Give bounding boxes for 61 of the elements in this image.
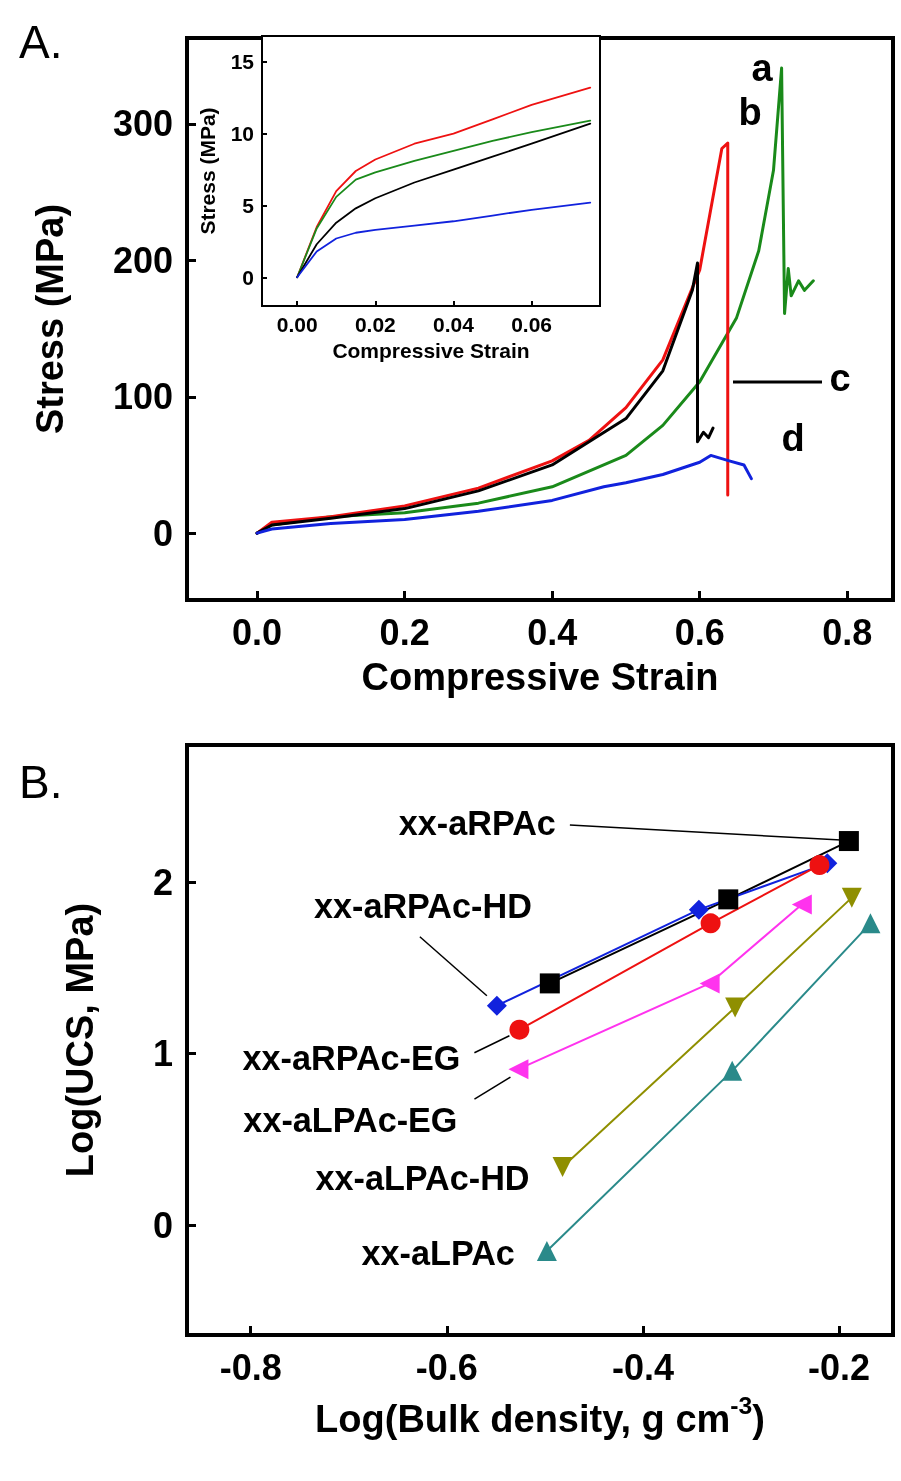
x-tick-label: 0.6 <box>674 611 725 653</box>
point <box>718 889 739 910</box>
annotation: xx-aRPAc-HD <box>314 886 532 925</box>
x-tick-label: -0.6 <box>415 1346 478 1388</box>
y-tick-label: 200 <box>112 239 173 281</box>
chart-title: A. <box>19 16 63 68</box>
y-tick-label: 300 <box>112 103 173 145</box>
point <box>725 997 746 1018</box>
x-tick-label: -0.2 <box>808 1346 871 1388</box>
y-tick-label: 0 <box>242 265 254 289</box>
y-tick-label: 1 <box>152 1033 173 1075</box>
point <box>539 973 560 994</box>
x-tick-label: -0.8 <box>219 1346 282 1388</box>
point <box>700 913 721 934</box>
x-tick-label: 0.8 <box>822 611 873 653</box>
annotation: xx-aLPAc <box>361 1233 515 1272</box>
x-tick-label: 0.00 <box>276 313 318 336</box>
point <box>508 1059 529 1080</box>
chart-title: B. <box>19 756 63 808</box>
series-label: a <box>751 47 774 89</box>
point <box>791 894 812 915</box>
y-tick-label: 0 <box>152 512 173 554</box>
point <box>536 1240 557 1261</box>
x-tick-label: -0.4 <box>611 1346 674 1388</box>
point <box>486 995 507 1016</box>
series-label: b <box>738 91 762 133</box>
point <box>688 899 709 920</box>
point <box>699 973 720 994</box>
y-tick-label: 2 <box>152 861 173 903</box>
point <box>860 913 881 934</box>
legend-label: c <box>829 357 851 399</box>
x-axis-title: Compressive Strain <box>332 338 530 362</box>
point <box>838 831 859 852</box>
x-tick-label: 0.02 <box>354 313 396 336</box>
point <box>552 1156 573 1177</box>
y-tick-label: 15 <box>230 50 255 74</box>
y-tick-label: 100 <box>112 376 173 418</box>
y-axis-title: Log(UCS, MPa) <box>59 902 101 1178</box>
line-series <box>296 86 592 279</box>
y-axis-title: Stress (MPa) <box>29 203 71 435</box>
point <box>509 1019 530 1040</box>
point <box>722 1060 743 1081</box>
x-tick-label: 0.04 <box>433 313 475 336</box>
x-tick-label: 0.0 <box>232 611 283 653</box>
annotation: xx-aLPAc-HD <box>315 1158 530 1197</box>
y-tick-label: 5 <box>242 193 255 217</box>
line-series <box>255 453 753 535</box>
x-tick-label: 0.2 <box>379 611 430 653</box>
x-tick-label: 0.06 <box>511 313 553 336</box>
point <box>841 887 862 908</box>
x-axis-title: Compressive Strain <box>361 656 719 698</box>
x-tick-label: 0.4 <box>527 611 578 653</box>
y-tick-label: 0 <box>152 1204 173 1246</box>
point <box>809 855 830 876</box>
y-tick-label: 10 <box>230 122 254 146</box>
y-axis-title: Stress (MPa) <box>196 107 219 235</box>
series-label: d <box>781 417 805 459</box>
annotation: xx-aRPAc <box>398 804 556 843</box>
annotation: xx-aRPAc-EG <box>242 1038 461 1077</box>
annotation: xx-aLPAc-EG <box>243 1101 458 1140</box>
line-series <box>296 201 592 279</box>
